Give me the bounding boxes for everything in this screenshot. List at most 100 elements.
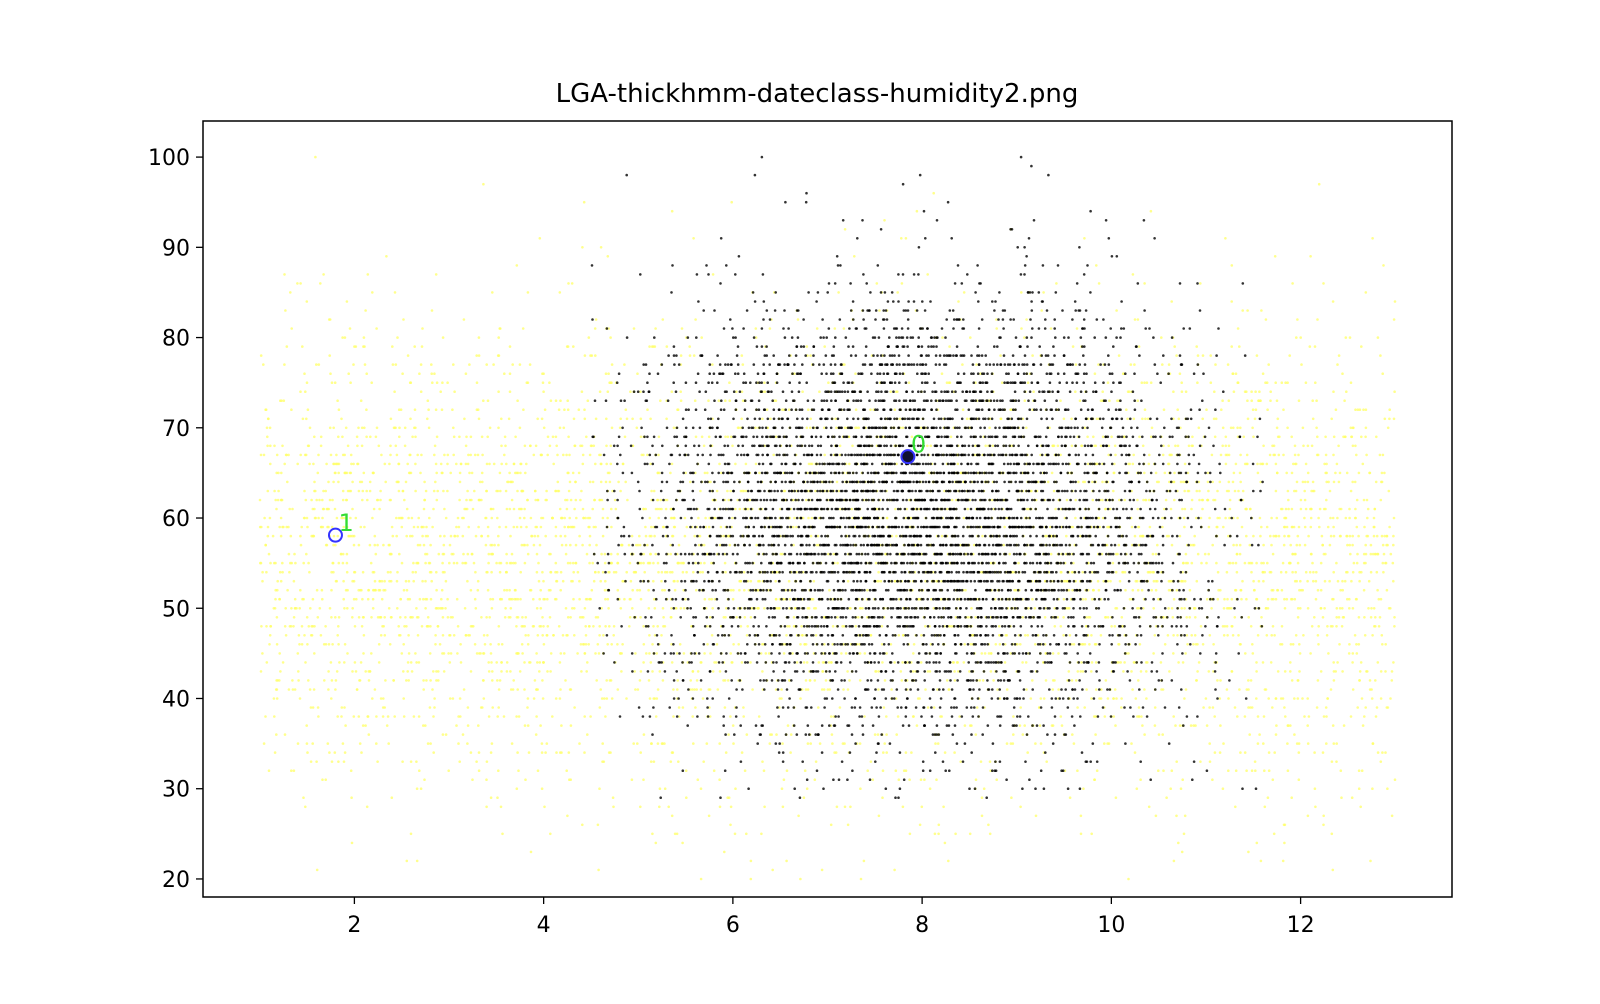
data-point bbox=[729, 435, 733, 439]
data-point bbox=[1339, 534, 1342, 538]
data-point bbox=[1303, 516, 1306, 520]
data-point bbox=[357, 489, 361, 493]
data-point bbox=[722, 534, 726, 538]
data-point bbox=[970, 724, 973, 727]
data-point bbox=[629, 390, 632, 394]
data-point bbox=[523, 661, 526, 664]
data-point bbox=[584, 625, 587, 628]
data-point bbox=[1357, 471, 1361, 475]
data-point bbox=[512, 679, 515, 682]
data-point bbox=[511, 688, 515, 691]
data-point bbox=[263, 516, 266, 520]
data-point bbox=[306, 751, 309, 754]
data-point bbox=[368, 489, 372, 493]
data-point bbox=[1311, 417, 1315, 421]
data-point bbox=[848, 462, 851, 466]
data-point bbox=[1079, 534, 1082, 538]
data-point bbox=[794, 607, 797, 610]
data-point bbox=[435, 435, 439, 439]
data-point bbox=[1332, 435, 1336, 439]
data-point bbox=[1325, 742, 1328, 745]
data-point bbox=[599, 579, 602, 583]
data-point bbox=[1065, 534, 1068, 538]
data-point bbox=[1246, 417, 1250, 421]
data-point bbox=[1311, 561, 1314, 565]
data-point bbox=[283, 363, 286, 366]
data-point bbox=[554, 489, 557, 493]
data-point bbox=[795, 525, 798, 529]
data-point bbox=[387, 543, 391, 547]
data-point bbox=[1070, 417, 1073, 421]
data-point bbox=[965, 417, 969, 421]
data-point bbox=[663, 625, 667, 628]
data-point bbox=[356, 444, 359, 448]
data-point bbox=[869, 408, 872, 412]
data-point bbox=[332, 543, 335, 547]
data-point bbox=[731, 661, 734, 664]
data-point bbox=[266, 435, 269, 439]
data-point bbox=[555, 751, 558, 754]
data-point bbox=[534, 498, 537, 502]
data-point bbox=[606, 516, 609, 520]
data-point bbox=[486, 534, 490, 538]
data-point bbox=[526, 543, 529, 547]
data-point bbox=[1247, 688, 1250, 691]
data-point bbox=[695, 679, 699, 682]
data-point bbox=[349, 453, 353, 457]
data-point bbox=[542, 579, 545, 583]
data-point bbox=[1250, 570, 1253, 574]
data-point bbox=[316, 616, 320, 619]
data-point bbox=[1025, 688, 1028, 691]
data-point bbox=[1183, 525, 1186, 529]
data-point bbox=[654, 715, 658, 718]
data-point bbox=[569, 525, 572, 529]
data-point bbox=[1241, 579, 1244, 583]
data-point bbox=[269, 625, 273, 628]
data-point bbox=[316, 471, 320, 475]
data-point bbox=[679, 399, 683, 403]
data-point bbox=[732, 588, 735, 592]
data-point bbox=[1057, 688, 1060, 691]
data-point bbox=[1195, 579, 1199, 583]
data-point bbox=[877, 688, 880, 691]
data-point bbox=[572, 570, 575, 574]
data-point bbox=[1099, 697, 1103, 700]
data-point bbox=[1012, 733, 1015, 736]
data-point bbox=[841, 625, 844, 628]
data-point bbox=[1341, 588, 1344, 592]
data-point bbox=[801, 390, 804, 394]
data-point bbox=[958, 715, 961, 718]
data-point bbox=[936, 688, 939, 691]
data-point bbox=[549, 652, 553, 655]
data-point bbox=[1168, 670, 1171, 673]
data-point bbox=[1095, 264, 1098, 267]
data-point bbox=[273, 489, 276, 493]
data-point bbox=[731, 516, 734, 520]
data-point bbox=[491, 597, 495, 601]
data-point bbox=[1231, 480, 1235, 484]
data-point bbox=[743, 616, 747, 619]
data-point bbox=[397, 516, 401, 520]
data-point bbox=[623, 597, 626, 601]
data-point bbox=[452, 552, 455, 556]
data-point bbox=[308, 570, 311, 574]
data-point bbox=[535, 552, 539, 556]
data-point bbox=[1090, 832, 1093, 836]
data-point bbox=[560, 724, 563, 727]
data-point bbox=[1291, 570, 1294, 574]
data-point bbox=[805, 345, 809, 348]
data-point bbox=[554, 697, 558, 700]
data-point bbox=[518, 426, 522, 430]
points-layer bbox=[258, 155, 1397, 881]
data-point bbox=[1269, 661, 1273, 664]
data-point bbox=[1321, 543, 1324, 547]
data-point bbox=[1144, 498, 1148, 502]
data-point bbox=[1044, 652, 1048, 655]
data-point bbox=[708, 706, 711, 709]
data-point bbox=[1090, 670, 1093, 673]
data-point bbox=[1379, 697, 1383, 700]
data-point bbox=[304, 805, 307, 809]
data-point bbox=[732, 643, 735, 646]
data-point bbox=[1330, 417, 1333, 421]
data-point bbox=[410, 516, 414, 520]
